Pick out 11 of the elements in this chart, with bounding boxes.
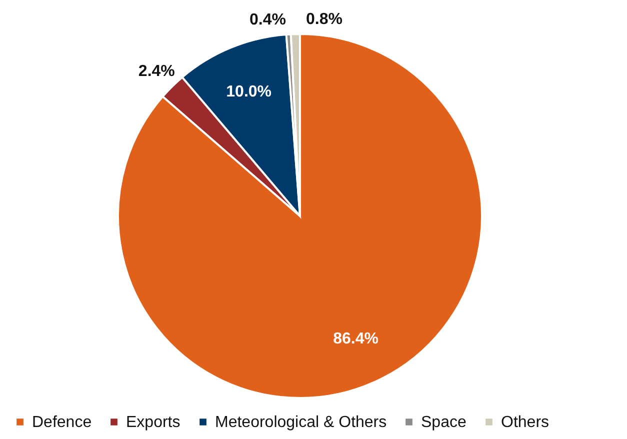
legend-label: Space — [421, 414, 466, 431]
data-label: 86.4% — [333, 330, 378, 348]
data-label: 10.0% — [226, 83, 272, 100]
pie-slice — [117, 33, 483, 399]
data-label: 0.8% — [306, 11, 342, 28]
data-label: 0.4% — [250, 11, 286, 28]
legend-label: Defence — [32, 414, 92, 431]
legend-label: Meteorological & Others — [215, 414, 387, 431]
legend-label: Others — [501, 414, 550, 431]
data-label: 2.4% — [138, 62, 175, 80]
legend-label: Exports — [126, 414, 180, 431]
